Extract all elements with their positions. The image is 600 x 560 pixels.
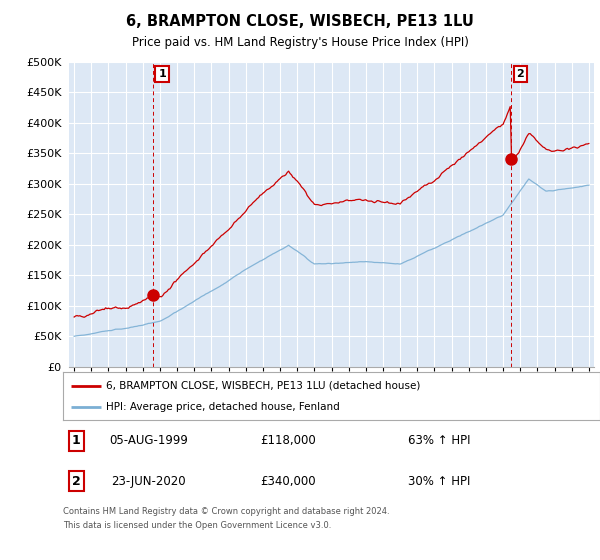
Text: £340,000: £340,000 xyxy=(261,475,316,488)
Text: This data is licensed under the Open Government Licence v3.0.: This data is licensed under the Open Gov… xyxy=(63,521,331,530)
Text: 63% ↑ HPI: 63% ↑ HPI xyxy=(407,434,470,447)
Text: 05-AUG-1999: 05-AUG-1999 xyxy=(109,434,188,447)
Text: 30% ↑ HPI: 30% ↑ HPI xyxy=(408,475,470,488)
Text: HPI: Average price, detached house, Fenland: HPI: Average price, detached house, Fenl… xyxy=(106,402,340,412)
Text: 23-JUN-2020: 23-JUN-2020 xyxy=(112,475,186,488)
Text: Contains HM Land Registry data © Crown copyright and database right 2024.: Contains HM Land Registry data © Crown c… xyxy=(63,507,389,516)
Text: 1: 1 xyxy=(72,434,81,447)
Text: 6, BRAMPTON CLOSE, WISBECH, PE13 1LU: 6, BRAMPTON CLOSE, WISBECH, PE13 1LU xyxy=(126,14,474,29)
Text: £118,000: £118,000 xyxy=(260,434,316,447)
Text: Price paid vs. HM Land Registry's House Price Index (HPI): Price paid vs. HM Land Registry's House … xyxy=(131,36,469,49)
Text: 2: 2 xyxy=(517,69,524,79)
Text: 2: 2 xyxy=(72,475,81,488)
Text: 6, BRAMPTON CLOSE, WISBECH, PE13 1LU (detached house): 6, BRAMPTON CLOSE, WISBECH, PE13 1LU (de… xyxy=(106,381,421,391)
Text: 1: 1 xyxy=(158,69,166,79)
